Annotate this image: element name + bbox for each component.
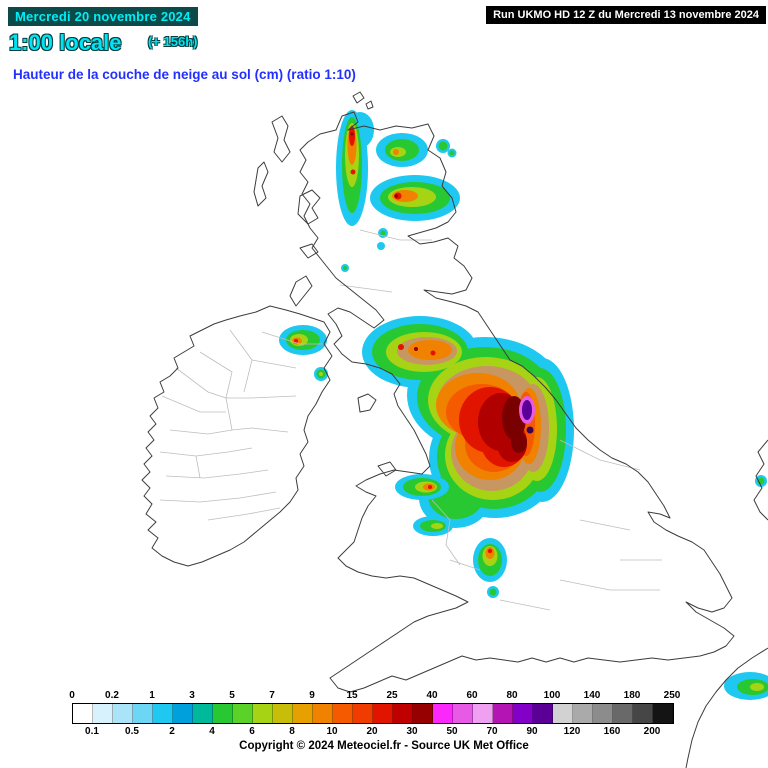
legend-label: 3 bbox=[189, 690, 195, 701]
legend-label: 0.2 bbox=[105, 690, 119, 701]
legend-cell bbox=[253, 704, 273, 723]
legend-cell bbox=[633, 704, 653, 723]
legend-label: 80 bbox=[506, 690, 518, 701]
legend-label: 120 bbox=[563, 726, 581, 737]
parameter-title: Hauteur de la couche de neige au sol (cm… bbox=[13, 67, 356, 82]
legend-cell bbox=[313, 704, 333, 723]
legend-cell bbox=[473, 704, 493, 723]
legend-cell bbox=[113, 704, 133, 723]
legend-cell bbox=[73, 704, 93, 723]
legend-label: 160 bbox=[603, 726, 621, 737]
legend-cell bbox=[293, 704, 313, 723]
legend-cell bbox=[333, 704, 353, 723]
legend-label: 15 bbox=[346, 690, 358, 701]
legend-cell bbox=[513, 704, 533, 723]
legend-cell bbox=[413, 704, 433, 723]
legend-cell bbox=[193, 704, 213, 723]
legend-label: 5 bbox=[229, 690, 235, 701]
legend-label: 180 bbox=[623, 690, 641, 701]
legend-cell bbox=[533, 704, 553, 723]
legend-label: 250 bbox=[663, 690, 681, 701]
legend-cell bbox=[433, 704, 453, 723]
legend-cell bbox=[373, 704, 393, 723]
forecast-hour-offset: (+ 156h) bbox=[147, 34, 198, 49]
legend-label: 30 bbox=[406, 726, 418, 737]
legend-cell bbox=[493, 704, 513, 723]
legend-cell bbox=[593, 704, 613, 723]
legend-label: 40 bbox=[426, 690, 438, 701]
legend-cell bbox=[353, 704, 373, 723]
legend-cell bbox=[233, 704, 253, 723]
legend-label: 1 bbox=[149, 690, 155, 701]
legend-label: 140 bbox=[583, 690, 601, 701]
legend-cell bbox=[393, 704, 413, 723]
forecast-local-time: 1:00 locale bbox=[9, 30, 122, 55]
legend-cell bbox=[213, 704, 233, 723]
legend-cell bbox=[653, 704, 673, 723]
forecast-time-row: 1:00 locale (+ 156h) bbox=[9, 30, 197, 56]
legend-label: 10 bbox=[326, 726, 338, 737]
legend-label: 8 bbox=[289, 726, 295, 737]
legend-cell bbox=[613, 704, 633, 723]
legend-cell bbox=[173, 704, 193, 723]
model-run-info: Run UKMO HD 12 Z du Mercredi 13 novembre… bbox=[486, 6, 766, 24]
color-scale-legend: 0 0.2 1 3 5 7 9 15 25 40 60 80 100 140 180 250 0.1 0.5 2 4… bbox=[0, 690, 768, 750]
legend-label: 25 bbox=[386, 690, 398, 701]
legend-label: 0 bbox=[69, 690, 75, 701]
copyright-text: Copyright © 2024 Meteociel.fr - Source U… bbox=[239, 740, 529, 752]
legend-label: 6 bbox=[249, 726, 255, 737]
forecast-date: Mercredi 20 novembre 2024 bbox=[8, 7, 198, 26]
legend-cell bbox=[553, 704, 573, 723]
snow-depth-overlay bbox=[279, 110, 768, 700]
admin-borders bbox=[159, 229, 662, 611]
legend-label: 70 bbox=[486, 726, 498, 737]
legend-label: 7 bbox=[269, 690, 275, 701]
legend-label: 0.5 bbox=[125, 726, 139, 737]
legend-label: 90 bbox=[526, 726, 538, 737]
legend-label: 2 bbox=[169, 726, 175, 737]
legend-label: 50 bbox=[446, 726, 458, 737]
legend-label: 9 bbox=[309, 690, 315, 701]
legend-label: 100 bbox=[543, 690, 561, 701]
legend-label: 0.1 bbox=[85, 726, 99, 737]
coastlines bbox=[141, 91, 768, 768]
legend-label: 4 bbox=[209, 726, 215, 737]
legend-label: 200 bbox=[643, 726, 661, 737]
legend-cell bbox=[453, 704, 473, 723]
legend-cell bbox=[93, 704, 113, 723]
legend-label: 60 bbox=[466, 690, 478, 701]
legend-cell bbox=[573, 704, 593, 723]
legend-label: 20 bbox=[366, 726, 378, 737]
legend-cell bbox=[133, 704, 153, 723]
legend-cell bbox=[273, 704, 293, 723]
legend-color-bar bbox=[72, 703, 674, 724]
legend-cell bbox=[153, 704, 173, 723]
